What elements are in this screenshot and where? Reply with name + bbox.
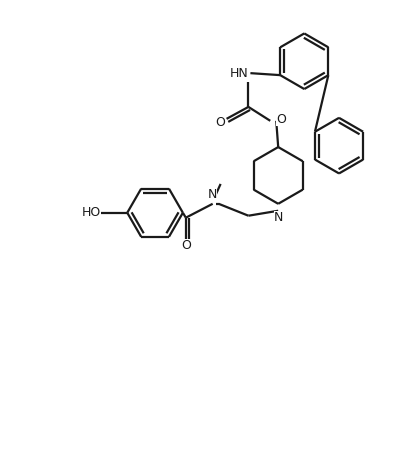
Text: N: N bbox=[273, 211, 283, 224]
Text: O: O bbox=[276, 114, 286, 126]
Text: O: O bbox=[216, 116, 225, 129]
Text: HO: HO bbox=[82, 206, 101, 219]
Text: N: N bbox=[208, 188, 217, 201]
Text: O: O bbox=[181, 239, 191, 252]
Text: HN: HN bbox=[230, 66, 249, 80]
